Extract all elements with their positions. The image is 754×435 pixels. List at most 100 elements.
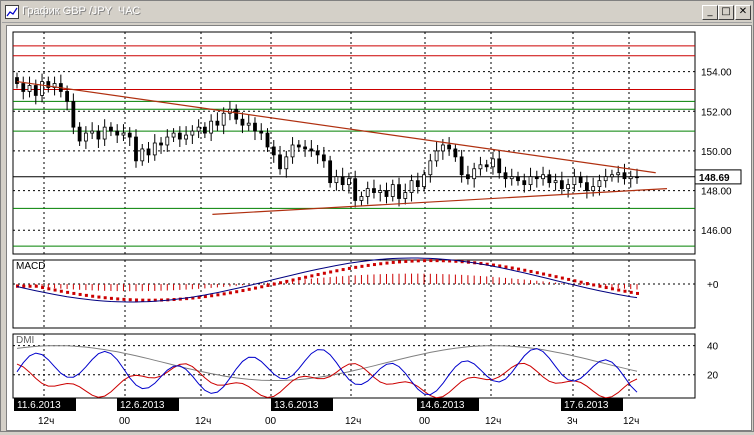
candle <box>478 164 483 170</box>
macd-signal-dot <box>448 259 452 263</box>
time-label: 12ч <box>195 416 211 427</box>
candle <box>177 132 182 140</box>
time-label: 12ч <box>38 416 54 427</box>
price-tick-label: 152.00 <box>701 107 732 118</box>
candle <box>384 190 389 197</box>
title-bar[interactable]: График GBP /JPY ЧАС _ □ ✕ <box>2 2 752 23</box>
macd-signal-dot <box>160 298 164 302</box>
window-title: График GBP /JPY ЧАС <box>22 5 141 17</box>
dmi-tick-label: 20 <box>707 371 719 382</box>
candle <box>484 164 489 168</box>
macd-label: MACD <box>16 261 45 272</box>
candle <box>96 130 101 140</box>
trendline <box>16 80 656 174</box>
macd-zero-label: +0 <box>707 280 719 291</box>
macd-signal-dot <box>247 287 251 291</box>
macd-signal-dot <box>535 271 539 275</box>
candle <box>597 180 602 188</box>
date-label: 14.6.2013 <box>420 400 465 411</box>
candle <box>434 150 439 162</box>
candle <box>27 85 32 92</box>
chart-area[interactable]: 154.00 152.00 150.00 148.00 146.00 148.69 MACD… <box>6 25 752 431</box>
macd-signal-dot <box>41 286 45 290</box>
price-tick-label: 148.00 <box>701 187 732 198</box>
dmi-tick-label: 40 <box>707 342 719 353</box>
maximize-button[interactable]: □ <box>718 5 734 20</box>
macd-signal-dot <box>491 263 495 267</box>
macd-signal-dot <box>84 293 88 297</box>
macd-signal-dot <box>203 295 207 299</box>
minimize-button[interactable]: _ <box>702 5 718 20</box>
macd-signal-dot <box>623 289 627 293</box>
candle <box>152 142 157 156</box>
candle <box>628 176 633 180</box>
candle <box>171 132 176 138</box>
macd-signal-dot <box>53 288 57 292</box>
candle <box>259 130 264 134</box>
candle <box>278 154 282 170</box>
candle <box>83 132 88 142</box>
macd-signal-dot <box>122 297 126 301</box>
candle <box>472 168 477 180</box>
macd-signal-dot <box>141 298 145 302</box>
macd-signal-dot <box>441 259 445 263</box>
macd-signal-dot <box>28 284 32 288</box>
macd-signal-dot <box>567 277 571 281</box>
macd-signal-dot <box>435 259 439 263</box>
macd-signal-dot <box>341 268 345 272</box>
candle <box>372 188 376 193</box>
macd-signal-dot <box>554 275 558 279</box>
candle <box>65 91 70 102</box>
macd-signal-dot <box>404 259 408 263</box>
macd-signal-dot <box>228 291 232 295</box>
candle <box>296 144 301 148</box>
macd-signal-dot <box>66 290 70 294</box>
date-label-box <box>117 398 179 411</box>
macd-signal-dot <box>304 275 308 279</box>
candle <box>378 190 383 193</box>
candle <box>77 126 82 142</box>
candle <box>340 176 345 186</box>
macd-signal-dot <box>216 293 220 297</box>
dmi-plus-line <box>16 348 638 396</box>
macd-signal-dot <box>391 260 395 264</box>
macd-signal-dot <box>548 273 552 277</box>
candle <box>534 176 539 180</box>
macd-signal-dot <box>347 266 351 270</box>
candle <box>184 134 188 140</box>
macd-signal-dot <box>504 265 508 269</box>
candle <box>284 156 289 170</box>
candle <box>165 136 170 146</box>
macd-signal-dot <box>423 259 427 263</box>
chart-canvas[interactable]: 154.00 152.00 150.00 148.00 146.00 148.69 MACD… <box>7 26 751 430</box>
candle <box>516 176 520 182</box>
macd-signal-dot <box>335 269 339 273</box>
trendline <box>212 187 668 215</box>
price-tick-label: 150.00 <box>701 147 732 158</box>
candle <box>584 182 589 191</box>
candle <box>71 100 76 128</box>
candle <box>622 172 627 180</box>
candle <box>616 172 621 176</box>
candle <box>509 176 514 180</box>
candle <box>578 176 583 184</box>
candle <box>90 130 95 134</box>
macd-signal-dot <box>272 282 276 286</box>
macd-signal-dot <box>310 274 314 278</box>
candle <box>102 126 107 140</box>
candle <box>115 130 120 136</box>
time-label: 00 <box>119 416 131 427</box>
macd-signal-dot <box>604 286 608 290</box>
macd-signal-dot <box>498 264 502 268</box>
current-price-label: 148.69 <box>699 173 730 184</box>
macd-signal-dot <box>485 262 489 266</box>
candle <box>403 192 408 199</box>
candle <box>140 148 145 162</box>
macd-signal-dot <box>629 290 633 294</box>
close-button[interactable]: ✕ <box>735 5 751 20</box>
time-label: 3ч <box>567 416 578 427</box>
candle <box>365 188 370 197</box>
macd-signal-dot <box>197 295 201 299</box>
time-label: 12ч <box>345 416 361 427</box>
macd-signal-dot <box>454 259 458 263</box>
